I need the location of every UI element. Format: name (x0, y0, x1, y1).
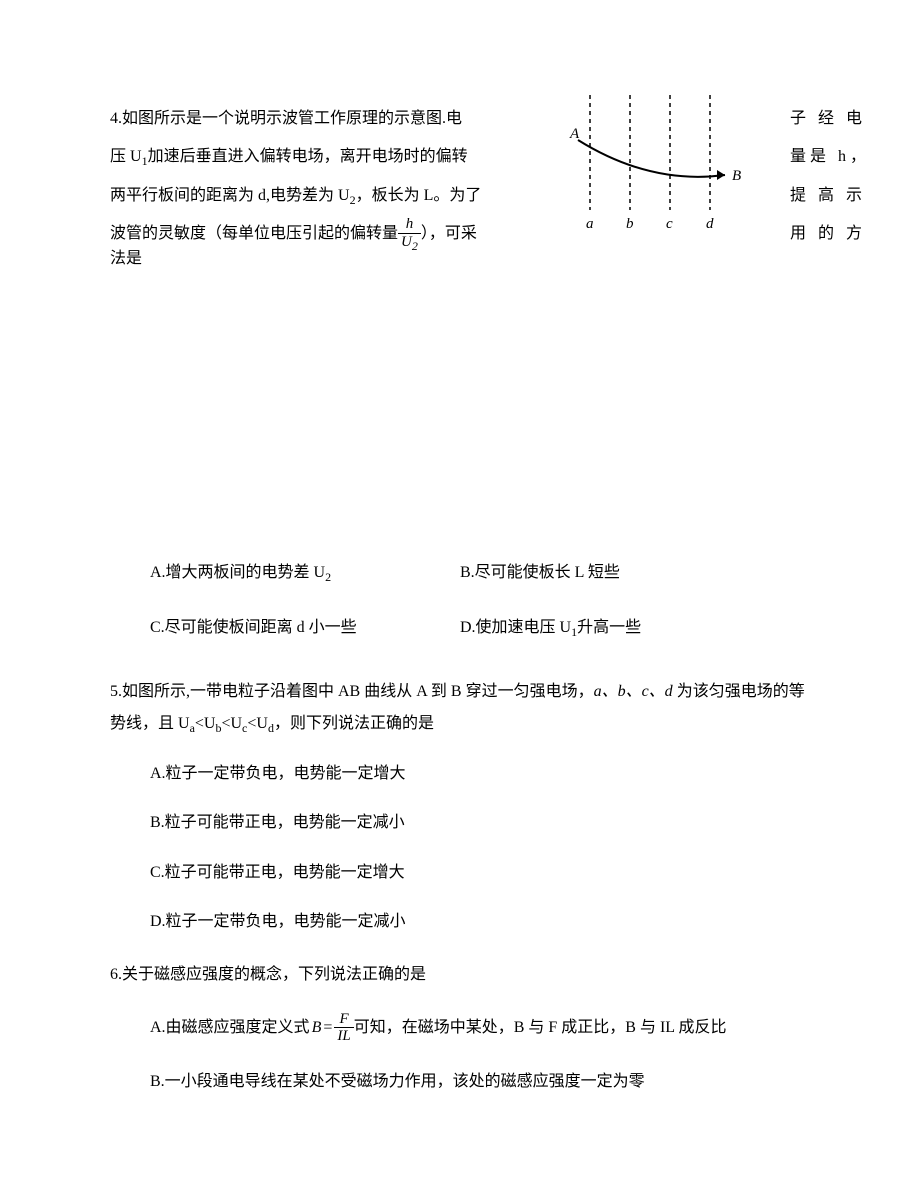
q4-options-row1: A.增大两板间的电势差 U2 B.尽可能使板长 L 短些 (110, 558, 820, 585)
question-6-stem: 6.关于磁感应强度的概念，下列说法正确的是 (110, 959, 820, 991)
equipotential-diagram: A B a b c d (550, 90, 760, 240)
fraction-f-over-il: F IL (334, 1011, 353, 1045)
q4-line3: 两平行板间的距离为 d,电势差为 U2，板长为 L。为了 (110, 177, 540, 215)
q5-option-a: A.粒子一定带负电，电势能一定增大 (110, 761, 820, 787)
q4-option-d: D.使加速电压 U1升高一些 (460, 613, 641, 640)
curve-ab (578, 140, 725, 177)
q4-figure: A B a b c d (550, 90, 780, 245)
label-c: c (666, 216, 673, 232)
q4-line2: 压 U1加速后垂直进入偏转电场，离开电场时的偏转 (110, 138, 540, 176)
q4-line1: 4.如图所示是一个说明示波管工作原理的示意图.电 (110, 100, 540, 138)
q6-option-b: B.一小段通电导线在某处不受磁场力作用，该处的磁感应强度一定为零 (110, 1069, 820, 1095)
q5-option-b: B.粒子可能带正电，电势能一定减小 (110, 810, 820, 836)
arrowhead-icon (717, 170, 725, 180)
q4-line4: 波管的灵敏度（每单位电压引起的偏转量 h U2 ），可采 (110, 215, 540, 253)
q4-stem-right: 子 经 电 量是 h， 提 高 示 用 的 方 (790, 100, 910, 254)
question-5-stem: 5.如图所示,一带电粒子沿着图中 AB 曲线从 A 到 B 穿过一匀强电场，a、… (110, 676, 820, 740)
q5-option-d: D.粒子一定带负电，电势能一定减小 (110, 909, 820, 935)
question-4: 4.如图所示是一个说明示波管工作原理的示意图.电 压 U1加速后垂直进入偏转电场… (110, 100, 820, 278)
label-B: B (732, 168, 741, 184)
q6-option-a: A.由磁感应强度定义式 B = F IL 可知，在磁场中某处，B 与 F 成正比… (110, 1011, 820, 1045)
q5-option-c: C.粒子可能带正电，电势能一定增大 (110, 860, 820, 886)
q4-options-row2: C.尽可能使板间距离 d 小一些 D.使加速电压 U1升高一些 (110, 613, 820, 640)
q4-option-a: A.增大两板间的电势差 U2 (110, 558, 460, 585)
label-a: a (586, 216, 594, 232)
label-A: A (569, 126, 580, 142)
q4-stem-left: 4.如图所示是一个说明示波管工作原理的示意图.电 压 U1加速后垂直进入偏转电场… (110, 100, 540, 278)
q4-option-b: B.尽可能使板长 L 短些 (460, 558, 620, 585)
fraction-h-over-u2: h U2 (398, 216, 421, 253)
label-d: d (706, 216, 714, 232)
q4-option-c: C.尽可能使板间距离 d 小一些 (110, 613, 460, 640)
label-b: b (626, 216, 634, 232)
